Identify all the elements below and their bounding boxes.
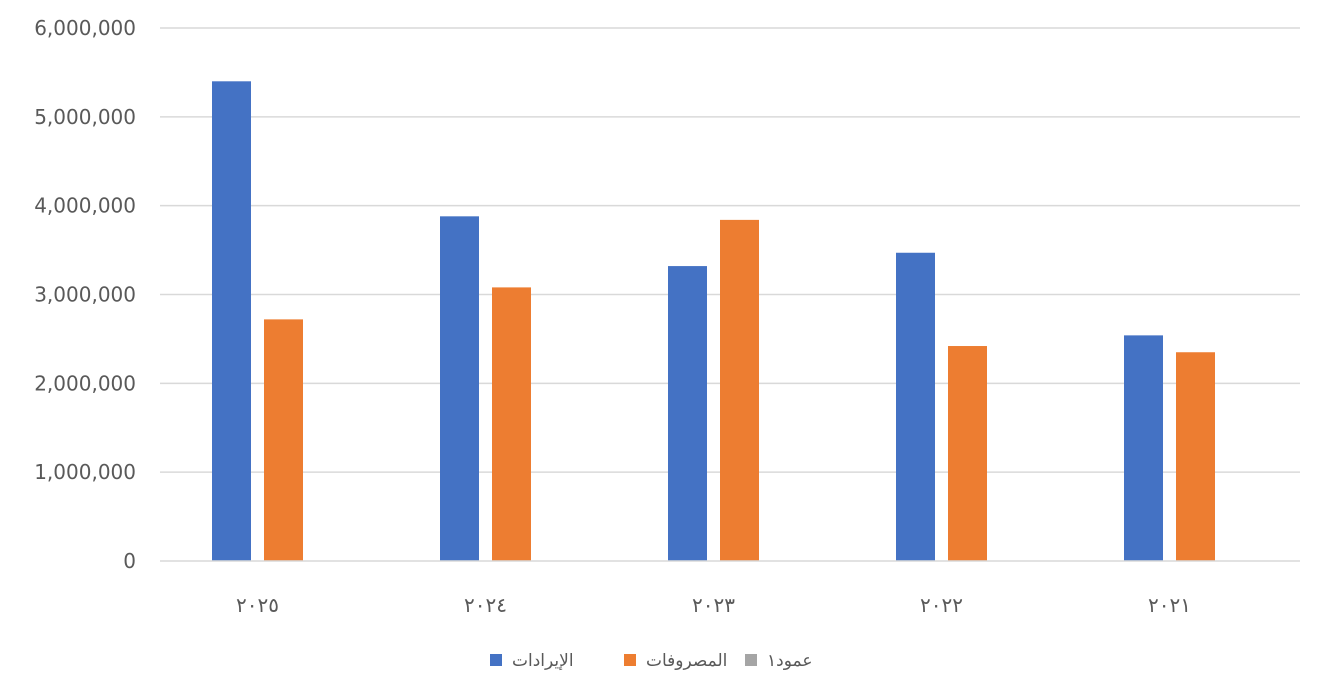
bar-expenses <box>492 287 531 561</box>
bar-revenue <box>212 81 251 562</box>
bar-expenses <box>948 346 987 561</box>
y-tick-label: 0 <box>123 549 136 573</box>
y-tick-label: 2,000,000 <box>34 371 136 395</box>
x-tick-label: ٢٠٢٣ <box>692 593 735 617</box>
legend-label: الإيرادات <box>512 651 574 671</box>
y-tick-label: 1,000,000 <box>34 460 136 484</box>
x-axis-tick-labels: ٢٠٢٥ ٢٠٢٤ ٢٠٢٣ ٢٠٢٢ ٢٠٢١ <box>236 593 1191 617</box>
bar-expenses <box>720 219 759 561</box>
legend-label: المصروفات <box>646 651 727 671</box>
legend: الإيرادات المصروفات عمود١ <box>490 651 812 671</box>
bar-revenue <box>440 216 479 561</box>
y-tick-label: 3,000,000 <box>34 283 136 307</box>
x-tick-label: ٢٠٢٤ <box>464 593 507 617</box>
y-tick-label: 5,000,000 <box>34 105 136 129</box>
legend-swatch <box>490 654 502 666</box>
y-axis-tick-labels: 0 1,000,000 2,000,000 3,000,000 4,000,000 5,0… <box>34 16 136 573</box>
bar-revenue <box>668 266 707 561</box>
bars <box>212 81 1215 562</box>
x-tick-label: ٢٠٢٥ <box>236 593 279 617</box>
legend-label: عمود١ <box>767 651 812 671</box>
y-tick-label: 6,000,000 <box>34 16 136 40</box>
bar-expenses <box>264 319 303 561</box>
legend-swatch <box>624 654 636 666</box>
legend-swatch <box>745 654 757 666</box>
bar-revenue <box>1124 335 1163 561</box>
bar-expenses <box>1176 352 1215 561</box>
bar-revenue <box>896 252 935 561</box>
y-tick-label: 4,000,000 <box>34 194 136 218</box>
x-tick-label: ٢٠٢٢ <box>920 593 963 617</box>
x-tick-label: ٢٠٢١ <box>1148 593 1191 617</box>
